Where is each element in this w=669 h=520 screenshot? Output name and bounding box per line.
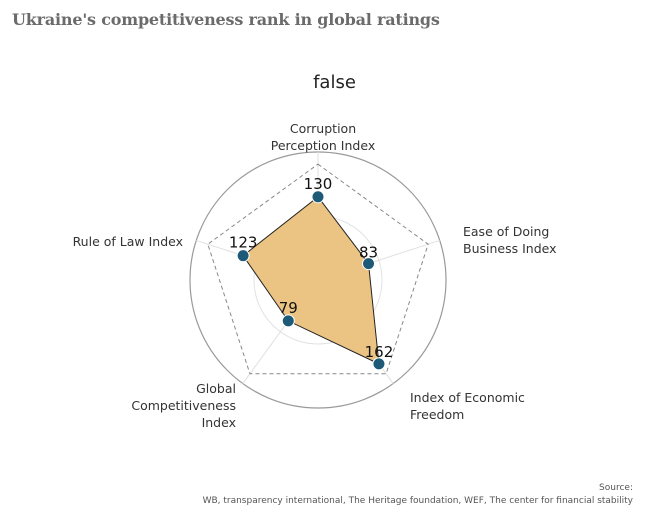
axis-label: Ease of Doing Business Index xyxy=(463,224,557,256)
page-title: Ukraine's competitiveness rank in global… xyxy=(12,10,440,29)
data-label: 79 xyxy=(279,299,298,317)
data-polygon xyxy=(242,196,380,365)
data-label: 162 xyxy=(365,343,394,361)
data-point xyxy=(362,257,376,271)
source-text: WB, transparency international, The Heri… xyxy=(202,496,633,506)
axis-label: Global Competitiveness Index xyxy=(131,381,236,430)
data-point xyxy=(372,357,386,371)
chart-title: false xyxy=(313,72,356,93)
data-point xyxy=(281,314,295,328)
axis-label: Index of Economic Freedom xyxy=(410,390,525,422)
data-point xyxy=(311,190,325,204)
axis-label: Corruption Perception Index xyxy=(271,121,375,153)
axis-label: Rule of Law Index xyxy=(73,234,183,249)
source-label: Source: xyxy=(599,483,633,493)
outer-polygon xyxy=(207,163,429,375)
data-label: 83 xyxy=(359,244,378,262)
data-label: 130 xyxy=(304,175,333,193)
data-point xyxy=(236,249,250,263)
data-label: 123 xyxy=(229,234,258,252)
source-note: Source: WB, transparency international, … xyxy=(203,482,633,508)
